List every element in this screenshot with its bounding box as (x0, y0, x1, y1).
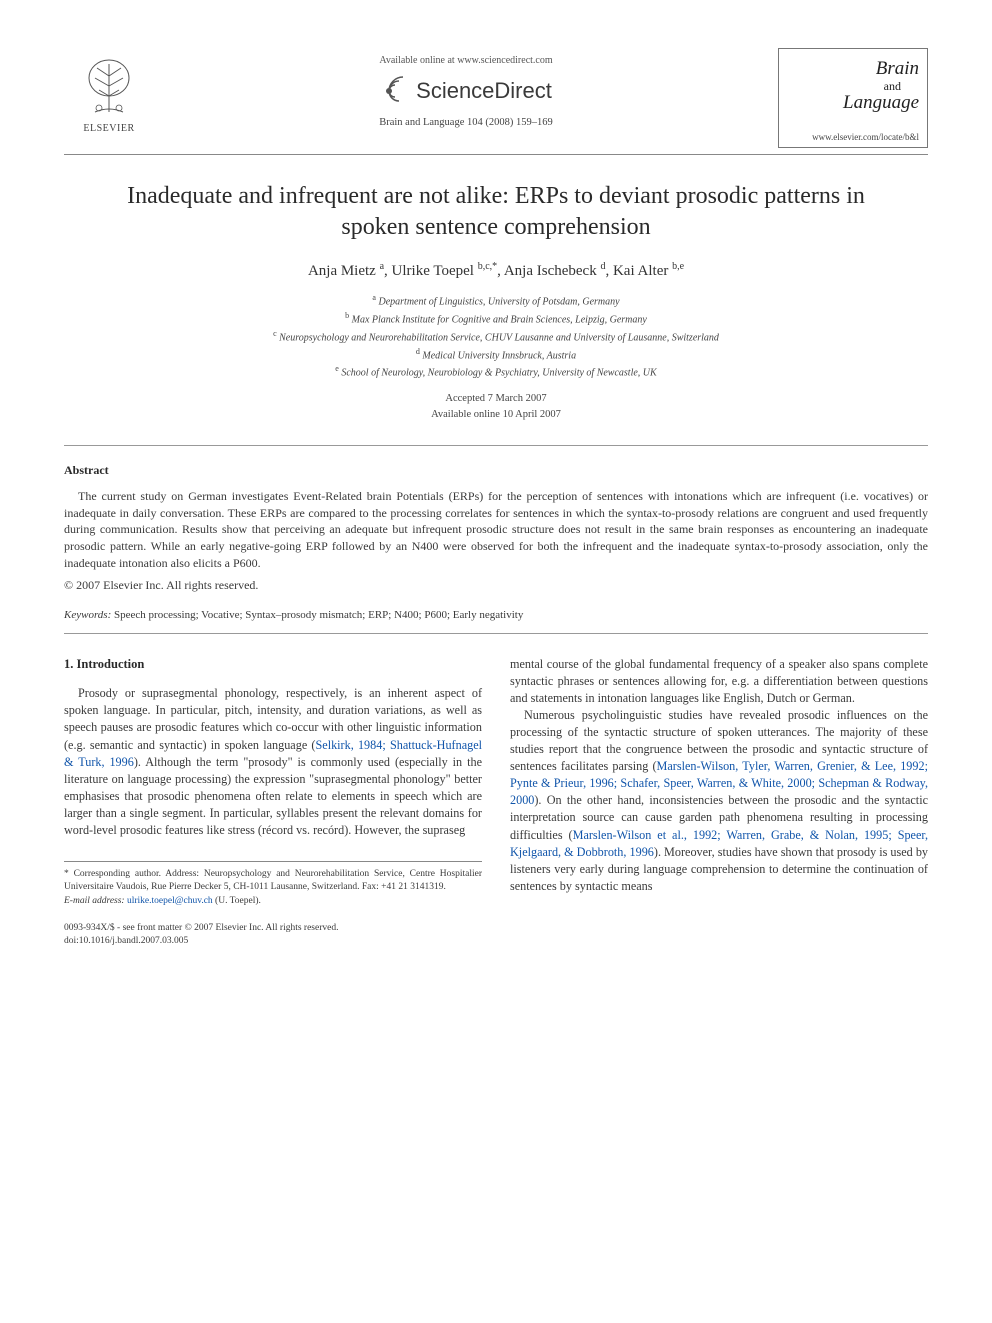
article-dates: Accepted 7 March 2007 Available online 1… (64, 391, 928, 423)
header-center: Available online at www.sciencedirect.co… (154, 48, 778, 131)
journal-brand-box: Brain and Language www.elsevier.com/loca… (778, 48, 928, 148)
elsevier-logo-block: ELSEVIER (64, 48, 154, 136)
issn-copyright: 0093-934X/$ - see front matter © 2007 El… (64, 922, 338, 935)
corresponding-email-who: (U. Toepel). (215, 896, 261, 906)
corresponding-author-footnote: * Corresponding author. Address: Neurops… (64, 861, 482, 908)
corresponding-email[interactable]: ulrike.toepel@chuv.ch (127, 896, 213, 906)
doi: doi:10.1016/j.bandl.2007.03.005 (64, 935, 338, 948)
header-rule (64, 154, 928, 155)
sciencedirect-wordmark: ScienceDirect (416, 76, 552, 106)
body-columns: 1. Introduction Prosody or suprasegmenta… (64, 656, 928, 908)
available-online-date: Available online 10 April 2007 (431, 409, 561, 420)
brand-line-1: Brain (876, 58, 919, 79)
email-label: E-mail address: (64, 896, 125, 906)
journal-brand-title: Brain and Language (787, 59, 919, 114)
section-1-heading: 1. Introduction (64, 656, 482, 674)
intro-para-1-right: mental course of the global fundamental … (510, 656, 928, 707)
abstract-text: The current study on German investigates… (64, 488, 928, 571)
accepted-date: Accepted 7 March 2007 (445, 393, 546, 404)
article-title: Inadequate and infrequent are not alike:… (104, 181, 888, 242)
abstract-copyright: © 2007 Elsevier Inc. All rights reserved… (64, 577, 928, 594)
keywords-line: Keywords: Speech processing; Vocative; S… (64, 608, 928, 623)
journal-homepage-url: www.elsevier.com/locate/b&l (787, 131, 919, 143)
sciencedirect-logo: ScienceDirect (154, 76, 778, 106)
intro-para-2: Numerous psycholinguistic studies have r… (510, 707, 928, 895)
available-online-text: Available online at www.sciencedirect.co… (154, 54, 778, 68)
left-column: 1. Introduction Prosody or suprasegmenta… (64, 656, 482, 908)
corresponding-author-text: * Corresponding author. Address: Neurops… (64, 868, 482, 895)
post-keywords-rule (64, 633, 928, 634)
affiliation-list: a Department of Linguistics, University … (64, 292, 928, 381)
abstract-heading: Abstract (64, 462, 928, 479)
pre-abstract-rule (64, 445, 928, 446)
keywords-list: Speech processing; Vocative; Syntax–pros… (114, 609, 523, 621)
intro-para-1-left: Prosody or suprasegmental phonology, res… (64, 685, 482, 839)
sciencedirect-ripple-icon (380, 76, 410, 106)
author-list: Anja Mietz a, Ulrike Toepel b,c,*, Anja … (64, 260, 928, 282)
keywords-label: Keywords: (64, 609, 111, 621)
brand-line-2: Language (843, 92, 919, 113)
elsevier-tree-icon (77, 56, 141, 120)
corresponding-email-line: E-mail address: ulrike.toepel@chuv.ch (U… (64, 895, 482, 908)
right-column: mental course of the global fundamental … (510, 656, 928, 908)
elsevier-wordmark: ELSEVIER (83, 122, 134, 136)
page-footer: 0093-934X/$ - see front matter © 2007 El… (64, 922, 928, 949)
journal-reference: Brain and Language 104 (2008) 159–169 (154, 116, 778, 130)
footer-left: 0093-934X/$ - see front matter © 2007 El… (64, 922, 338, 949)
publisher-header: ELSEVIER Available online at www.science… (64, 48, 928, 148)
